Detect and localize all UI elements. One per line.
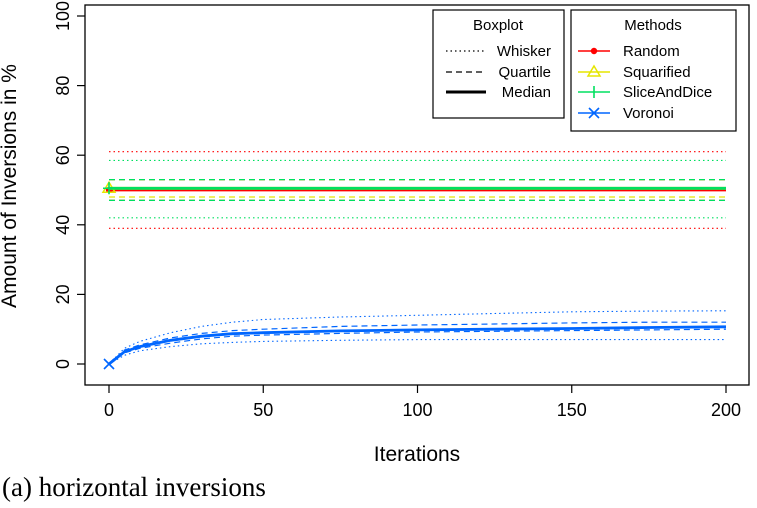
voronoi-quartile-low-line bbox=[108, 328, 727, 365]
voronoi-marker bbox=[103, 358, 115, 370]
legend-median-label: Median bbox=[502, 84, 551, 101]
boxplot-legend: Boxplot Whisker Quartile Median bbox=[432, 9, 565, 119]
legend-random-marker bbox=[590, 47, 598, 55]
sliceanddice-marker bbox=[103, 182, 115, 195]
legend-sliceanddice-label: SliceAndDice bbox=[623, 84, 712, 101]
methods-legend-title: Methods bbox=[624, 17, 682, 34]
figure-caption: (a) horizontal inversions bbox=[2, 472, 266, 502]
y-axis-title: Amount of Inversions in % bbox=[0, 64, 21, 308]
series-random bbox=[105, 151, 726, 229]
axis-layer: 0 50 100 150 200 0 20 40 60 80 100 bbox=[53, 1, 741, 420]
x-tick-label-100: 100 bbox=[402, 400, 432, 420]
methods-legend-box bbox=[570, 9, 737, 132]
x-tick-label-200: 200 bbox=[711, 400, 741, 420]
boxplot-legend-box bbox=[432, 9, 565, 119]
y-tick-label-80: 80 bbox=[53, 76, 73, 96]
voronoi-whisker-low-line bbox=[108, 339, 726, 365]
methods-legend: Methods Random Squarified SliceAndDice V… bbox=[570, 9, 737, 132]
series-layer bbox=[101, 151, 727, 370]
y-tick-label-100: 100 bbox=[53, 1, 73, 31]
y-tick-label-0: 0 bbox=[53, 359, 73, 369]
inversions-chart: 0 50 100 150 200 0 20 40 60 80 100 Iterations Amou… bbox=[0, 1, 750, 466]
x-tick-label-50: 50 bbox=[253, 400, 273, 420]
legend-quartile-label: Quartile bbox=[498, 64, 551, 81]
voronoi-median-line bbox=[108, 325, 727, 366]
series-voronoi bbox=[103, 310, 727, 370]
legend-squarified-label: Squarified bbox=[623, 64, 691, 81]
y-tick-label-20: 20 bbox=[53, 284, 73, 304]
legend-voronoi-marker bbox=[588, 107, 600, 119]
boxplot-legend-title: Boxplot bbox=[473, 17, 524, 34]
legend-random-label: Random bbox=[623, 43, 680, 60]
legend-whisker-label: Whisker bbox=[497, 43, 551, 60]
voronoi-quartile-high-line bbox=[108, 321, 726, 365]
series-sliceanddice bbox=[103, 159, 726, 219]
legend-voronoi-label: Voronoi bbox=[623, 105, 674, 122]
x-axis-title: Iterations bbox=[374, 443, 460, 466]
legend-squarified-marker bbox=[586, 64, 602, 77]
x-tick-label-0: 0 bbox=[104, 400, 114, 420]
x-tick-label-150: 150 bbox=[557, 400, 587, 420]
voronoi-whisker-high-line bbox=[108, 310, 727, 365]
y-tick-label-60: 60 bbox=[53, 145, 73, 165]
y-tick-label-40: 40 bbox=[53, 215, 73, 235]
